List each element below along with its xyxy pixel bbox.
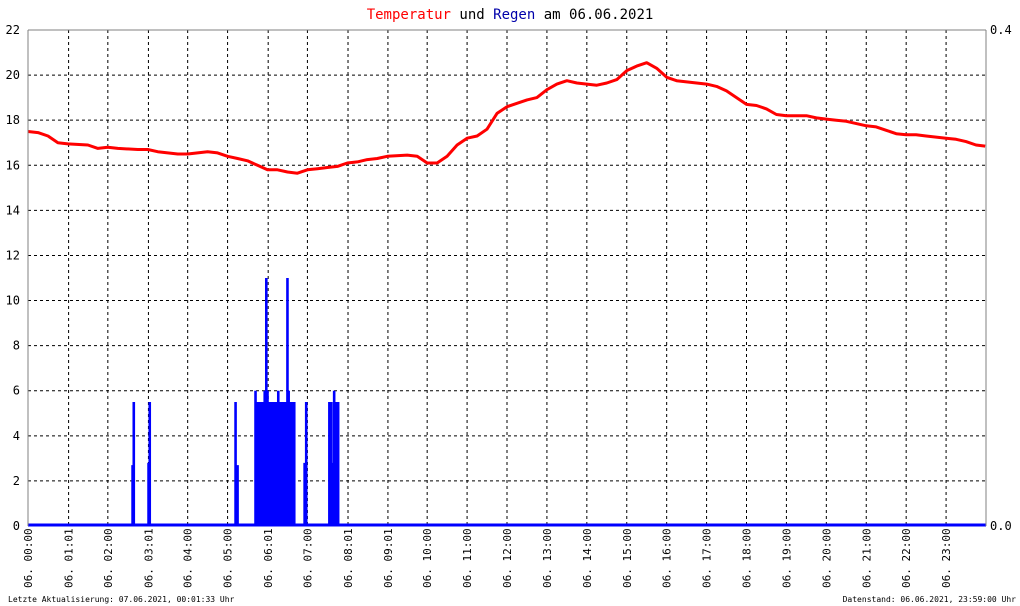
x-tick-label: 06. 16:00 bbox=[661, 528, 674, 588]
y-tick-label-left: 8 bbox=[13, 339, 20, 353]
x-tick-label: 06. 11:00 bbox=[461, 528, 474, 588]
rain-bar bbox=[331, 462, 334, 526]
temperature-line bbox=[27, 61, 986, 175]
y-tick-label-left: 20 bbox=[6, 68, 20, 82]
x-tick-label: 06. 04:00 bbox=[182, 528, 195, 588]
x-tick-label: 06. 07:00 bbox=[301, 528, 314, 588]
x-tick-label: 06. 20:00 bbox=[820, 528, 833, 588]
y-axis-right: 0.0 0.4 bbox=[990, 23, 1012, 533]
y-tick-label-left: 18 bbox=[6, 113, 20, 127]
title-temperature: Temperatur bbox=[367, 7, 451, 23]
temperature-series bbox=[27, 61, 986, 175]
chart-title: Temperatur und Regen am 06.06.2021 bbox=[367, 7, 654, 23]
x-tick-label: 06. 17:00 bbox=[701, 528, 714, 588]
x-axis: 06. 00:00 06. 01:01 06. 02:00 06. 03:01 06. … bbox=[22, 528, 953, 588]
y-tick-label-right: 0.4 bbox=[990, 23, 1012, 37]
rain-bar bbox=[275, 402, 278, 526]
x-tick-label: 06. 09:01 bbox=[382, 528, 395, 588]
x-tick-label: 06. 10:00 bbox=[421, 528, 434, 588]
rain-bar bbox=[236, 465, 239, 526]
x-tick-label: 06. 12:00 bbox=[501, 528, 514, 588]
rain-bar bbox=[132, 402, 136, 526]
rain-bar bbox=[291, 402, 294, 526]
rain-bar bbox=[255, 402, 259, 526]
rain-series bbox=[28, 278, 986, 527]
x-tick-label: 06. 21:00 bbox=[860, 528, 873, 588]
x-tick-label: 06. 01:01 bbox=[63, 528, 76, 588]
y-tick-label-left: 0 bbox=[13, 519, 20, 533]
x-tick-label: 06. 06:01 bbox=[262, 528, 275, 588]
x-tick-label: 06. 02:00 bbox=[102, 528, 115, 588]
rain-bar bbox=[267, 402, 270, 526]
footer-data-status: Datenstand: 06.06.2021, 23:59:00 Uhr bbox=[842, 595, 1016, 604]
grid bbox=[27, 29, 986, 527]
y-tick-label-left: 4 bbox=[13, 429, 20, 443]
y-tick-label-right: 0.0 bbox=[990, 519, 1012, 533]
x-tick-label: 06. 05:00 bbox=[222, 528, 235, 588]
rain-bar bbox=[303, 462, 306, 526]
footer-last-update: Letzte Aktualisierung: 07.06.2021, 00:01… bbox=[8, 595, 235, 604]
title-rain: Regen bbox=[493, 7, 535, 23]
rain-bar bbox=[304, 402, 308, 526]
rain-bar bbox=[328, 402, 331, 526]
x-tick-label: 06. 08:01 bbox=[342, 528, 355, 588]
y-tick-label-left: 14 bbox=[6, 203, 20, 217]
rain-bar bbox=[283, 402, 286, 526]
x-tick-label: 06. 14:00 bbox=[581, 528, 594, 588]
y-tick-label-left: 10 bbox=[6, 294, 20, 308]
rain-bar bbox=[287, 390, 290, 526]
y-axis-left: 0 2 4 6 8 10 12 14 16 18 20 22 bbox=[6, 23, 20, 533]
x-tick-label: 06. 22:00 bbox=[900, 528, 913, 588]
x-tick-label: 06. 15:00 bbox=[621, 528, 634, 588]
y-tick-label-left: 16 bbox=[6, 158, 20, 172]
title-and: und bbox=[451, 7, 493, 23]
rain-bar bbox=[292, 402, 296, 526]
y-tick-label-left: 6 bbox=[13, 384, 20, 398]
y-tick-label-left: 22 bbox=[6, 23, 20, 37]
rain-bar bbox=[263, 390, 267, 526]
y-tick-label-left: 2 bbox=[13, 474, 20, 488]
x-tick-label: 06. 13:00 bbox=[541, 528, 554, 588]
rain-bar bbox=[148, 402, 152, 526]
x-tick-label: 06. 19:00 bbox=[780, 528, 793, 588]
x-tick-label: 06. 18:00 bbox=[741, 528, 754, 588]
x-tick-label: 06. 23:00 bbox=[940, 528, 953, 588]
rain-bar bbox=[336, 402, 340, 526]
rain-bar bbox=[279, 402, 282, 526]
rain-bar bbox=[271, 402, 274, 526]
plot-frame bbox=[27, 29, 987, 526]
rain-bar bbox=[234, 402, 237, 526]
rain-bar bbox=[259, 402, 263, 526]
rain-bar bbox=[335, 402, 338, 526]
x-tick-label: 06. 03:01 bbox=[142, 528, 155, 588]
title-date: am 06.06.2021 bbox=[535, 7, 653, 23]
y-tick-label-left: 12 bbox=[6, 248, 20, 262]
x-tick-label: 06. 00:00 bbox=[22, 528, 35, 588]
